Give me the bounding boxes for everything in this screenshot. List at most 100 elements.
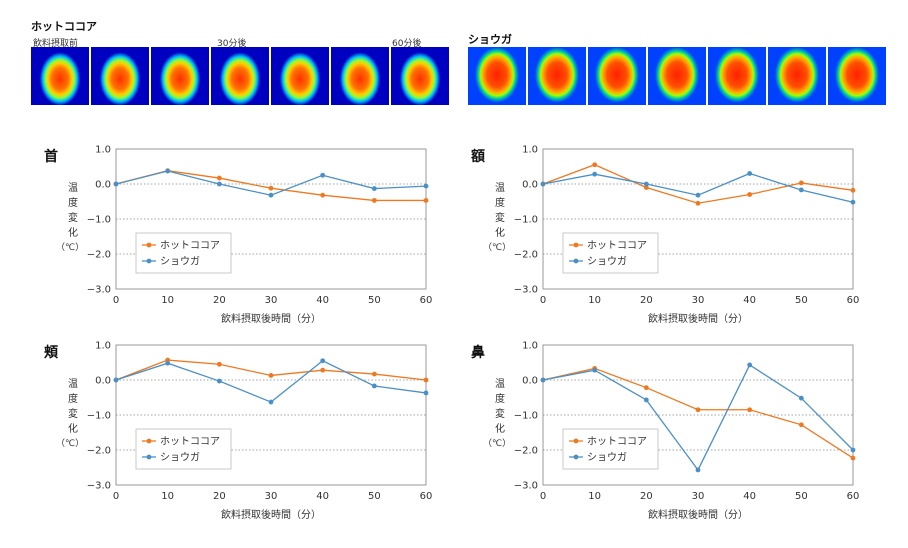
- x-tick-label: 50: [795, 295, 808, 306]
- data-point: [216, 361, 222, 367]
- y-tick-label: 1.0: [95, 145, 111, 156]
- y-tick-label: 1.0: [522, 145, 538, 156]
- y-tick-label: −1.0: [514, 411, 538, 422]
- y-tick-label: 0.0: [522, 376, 538, 387]
- line-chart-cheek: 1.0 0.0 −1.0 −2.0 −3.00 10 20 30 40 50 60 飲料摂取後時間（分…: [87, 341, 433, 522]
- thermal-face-image: [331, 47, 389, 105]
- thermal-face-image: [31, 47, 89, 105]
- legend-swatch-dot: [573, 258, 579, 264]
- data-point: [798, 180, 804, 186]
- cocoa-thermal-strip: [31, 47, 449, 105]
- ginger-thermal-strip: [468, 47, 886, 105]
- thermal-face-image: [828, 47, 886, 105]
- data-point: [798, 187, 804, 193]
- thermal-face-image: [768, 47, 826, 105]
- data-point: [747, 362, 753, 368]
- data-point: [643, 397, 649, 403]
- data-point: [268, 399, 274, 405]
- legend-entry: ショウガ: [587, 256, 627, 268]
- thermal-face-image: [271, 47, 329, 105]
- legend-box: [562, 232, 659, 274]
- legend-swatch-dot: [146, 258, 152, 264]
- thermal-face-image: [391, 47, 449, 105]
- ginger-thermal-heading: ショウガ: [468, 33, 512, 46]
- x-tick-label: 10: [588, 491, 601, 502]
- data-point: [216, 181, 222, 187]
- x-tick-label: 40: [316, 295, 329, 306]
- series-line: [115, 170, 427, 196]
- data-point: [850, 455, 856, 461]
- y-tick-label: −2.0: [87, 250, 111, 261]
- y-tick-label: −3.0: [87, 285, 111, 296]
- legend-box: [135, 428, 232, 470]
- legend-entry: ショウガ: [587, 452, 627, 464]
- data-point: [423, 183, 429, 189]
- y-tick-label: 1.0: [95, 341, 111, 352]
- x-axis-label: 飲料摂取後時間（分）: [648, 508, 748, 521]
- series-line: [542, 172, 854, 203]
- y-axis-label: 温度変化（℃）: [483, 183, 512, 253]
- data-point: [216, 175, 222, 181]
- y-tick-label: −1.0: [87, 411, 111, 422]
- panel-title: 頬: [44, 345, 58, 361]
- 30min-label: 30分後: [217, 39, 247, 49]
- data-point: [423, 198, 429, 203]
- data-point: [540, 377, 546, 383]
- data-point: [371, 383, 377, 389]
- thermal-face-image: [211, 47, 269, 105]
- x-tick-label: 30: [692, 295, 705, 306]
- data-point: [113, 377, 119, 383]
- y-tick-label: −2.0: [87, 446, 111, 457]
- data-point: [850, 447, 856, 453]
- legend-entry: ホットココア: [160, 436, 220, 448]
- data-point: [423, 390, 429, 396]
- x-tick-label: 60: [420, 295, 433, 306]
- y-tick-label: 0.0: [522, 180, 538, 191]
- data-point: [643, 181, 649, 187]
- data-point: [320, 192, 326, 198]
- legend-box: [135, 232, 232, 274]
- data-point: [695, 407, 701, 413]
- panel-title: 額: [471, 149, 485, 165]
- data-point: [371, 198, 377, 203]
- x-tick-label: 40: [743, 491, 756, 502]
- x-tick-label: 60: [847, 295, 860, 306]
- data-point: [216, 378, 222, 384]
- legend-entry: ホットココア: [587, 436, 647, 448]
- data-point: [695, 192, 701, 198]
- data-point: [320, 172, 326, 178]
- x-tick-label: 60: [420, 491, 433, 502]
- y-tick-label: 0.0: [95, 376, 111, 387]
- x-tick-label: 10: [588, 295, 601, 306]
- y-tick-label: 0.0: [95, 180, 111, 191]
- line-chart-nose: 1.0 0.0 −1.0 −2.0 −3.00 10 20 30 40 50 60 飲料摂取後時間（分…: [514, 341, 860, 522]
- data-point: [850, 199, 856, 205]
- thermal-face-image: [91, 47, 149, 105]
- cocoa-thermal-heading: ホットココア: [31, 20, 97, 33]
- data-point: [798, 395, 804, 401]
- x-tick-label: 10: [161, 491, 174, 502]
- y-tick-label: −2.0: [514, 446, 538, 457]
- series-line: [115, 359, 427, 403]
- data-point: [747, 407, 753, 413]
- y-tick-label: −2.0: [514, 250, 538, 261]
- y-tick-label: −3.0: [87, 481, 111, 492]
- x-tick-label: 50: [368, 491, 381, 502]
- x-tick-label: 20: [213, 491, 226, 502]
- x-tick-label: 60: [847, 491, 860, 502]
- x-tick-label: 50: [368, 295, 381, 306]
- x-tick-label: 0: [540, 295, 546, 306]
- x-tick-label: 50: [795, 491, 808, 502]
- data-point: [747, 171, 753, 176]
- data-point: [747, 192, 753, 197]
- data-point: [592, 367, 598, 373]
- x-tick-label: 40: [316, 491, 329, 502]
- legend-entry: ショウガ: [160, 452, 200, 464]
- data-point: [643, 185, 649, 190]
- line-chart-forehead: 1.0 0.0 −1.0 −2.0 −3.00 10 20 30 40 50 60 飲料摂取後時間（分…: [514, 145, 860, 326]
- data-point: [320, 367, 326, 373]
- line-chart-neck: 1.0 0.0 −1.0 −2.0 −3.00 10 20 30 40 50 60 飲料摂取後時間（分…: [87, 145, 433, 326]
- data-point: [320, 358, 326, 364]
